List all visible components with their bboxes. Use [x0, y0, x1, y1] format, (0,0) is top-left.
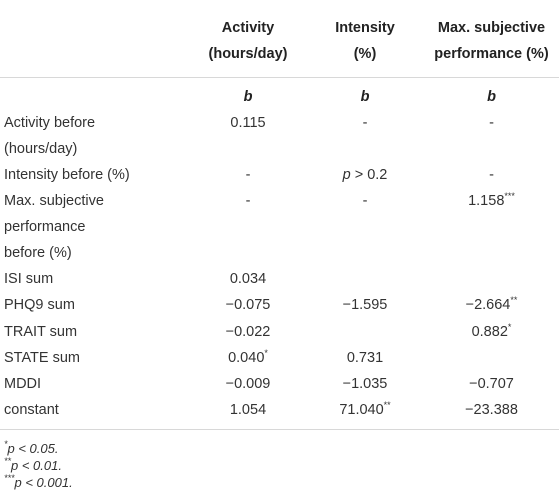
cell-intensity: −1.035 — [342, 375, 388, 392]
cell-activity: −0.009 — [225, 375, 271, 392]
row-label: ISI sum — [4, 271, 54, 288]
table-row: MDDI −0.009 −1.035 −0.707 — [0, 371, 559, 397]
significance-marker: ** — [383, 400, 391, 411]
header-intensity-line2: (%) — [353, 46, 377, 62]
header-max-performance-line2: performance (%) — [434, 46, 549, 62]
cell-performance — [424, 266, 559, 292]
header-intensity-line1: Intensity — [335, 20, 395, 36]
row-label: STATE sum — [4, 349, 80, 366]
header-max-performance: Max. subjective performance (%) — [424, 0, 559, 78]
p-threshold: > 0.2 — [350, 167, 388, 183]
table-row: PHQ9 sum −0.075 −1.595 −2.664** — [0, 292, 559, 318]
row-label: Activity before (hours/day) — [0, 110, 190, 162]
header-activity-line1: Activity — [221, 20, 275, 36]
header-intensity: Intensity (%) — [306, 0, 424, 78]
cell-performance: 1.158*** — [424, 188, 559, 266]
cell-intensity: - — [362, 115, 368, 131]
footnote-text: p < 0.001. — [14, 475, 73, 491]
cell-activity: 0.034 — [229, 271, 267, 288]
header-activity: Activity (hours/day) — [190, 0, 306, 78]
row-label-line: Activity before — [4, 115, 96, 131]
cell-performance: −23.388 — [424, 397, 559, 431]
cell-activity: −0.022 — [225, 323, 271, 340]
footnote-marker: * — [4, 439, 8, 450]
cell-value: 0.882 — [471, 323, 508, 340]
cell-performance: - — [489, 167, 494, 183]
row-label: Max. subjective performance before (%) — [0, 188, 190, 266]
row-label-line: Max. subjective — [4, 193, 104, 210]
cell-intensity — [306, 266, 424, 292]
cell-intensity: p > 0.2 — [306, 162, 424, 188]
table-row: TRAIT sum −0.022 0.882* — [0, 319, 559, 345]
table-footnotes: *p < 0.05. **p < 0.01. ***p < 0.001. — [0, 440, 559, 491]
cell-performance: - — [489, 115, 494, 131]
row-label: Intensity before (%) — [4, 167, 130, 183]
cell-performance: −0.707 — [469, 375, 514, 392]
coef-label-activity: b — [243, 89, 253, 105]
row-label: MDDI — [4, 375, 42, 392]
significance-marker: * — [264, 347, 268, 358]
cell-value: −2.664 — [465, 297, 511, 314]
footnote: *p < 0.05. — [4, 440, 559, 457]
coef-empty — [0, 78, 190, 111]
cell-value: 71.040 — [339, 402, 384, 419]
header-empty — [0, 0, 190, 78]
cell-intensity: −1.595 — [342, 297, 388, 314]
coefficient-row: b b b — [0, 78, 559, 111]
row-label: PHQ9 sum — [4, 297, 75, 314]
footnote-text: p < 0.01. — [11, 458, 62, 474]
table-row: constant 1.054 71.040** −23.388 — [0, 397, 559, 431]
table-row: Activity before (hours/day) 0.115 - - — [0, 110, 559, 162]
regression-table: Activity (hours/day) Intensity (%) Max. … — [0, 0, 559, 431]
footnote-text: p < 0.05. — [7, 441, 59, 457]
cell-intensity — [306, 319, 424, 345]
significance-marker: * — [507, 321, 512, 332]
cell-activity: −0.075 — [225, 297, 271, 314]
cell-activity: - — [245, 167, 251, 183]
row-label-line: performance — [4, 219, 86, 236]
footnote-marker: *** — [4, 473, 15, 484]
cell-value: 0.040 — [228, 349, 265, 366]
cell-intensity: 71.040** — [306, 397, 424, 431]
cell-performance: 0.882* — [424, 319, 559, 345]
cell-performance — [424, 345, 559, 371]
table-row: ISI sum 0.034 — [0, 266, 559, 292]
cell-activity: - — [245, 193, 251, 210]
row-label-line: before (%) — [4, 245, 72, 262]
header-activity-line2: (hours/day) — [208, 46, 288, 62]
row-label-line: (hours/day) — [4, 141, 78, 157]
table-row: STATE sum 0.040* 0.731 — [0, 345, 559, 371]
cell-intensity: 0.731 — [346, 349, 384, 366]
coef-label-intensity: b — [360, 89, 370, 105]
cell-activity: 0.040* — [190, 345, 306, 371]
p-symbol: p — [342, 167, 351, 183]
cell-activity: 0.115 — [230, 115, 266, 131]
coef-label-performance: b — [487, 89, 496, 105]
footnote-marker: ** — [4, 456, 12, 467]
header-max-performance-line1: Max. subjective — [437, 20, 546, 36]
header-row: Activity (hours/day) Intensity (%) Max. … — [0, 0, 559, 78]
cell-value: 1.158 — [468, 193, 505, 210]
row-label: TRAIT sum — [4, 323, 78, 340]
significance-marker: ** — [510, 295, 518, 306]
cell-intensity: - — [362, 193, 368, 210]
table-row: Max. subjective performance before (%) -… — [0, 188, 559, 266]
row-label: constant — [0, 397, 190, 431]
significance-marker: *** — [504, 191, 515, 202]
cell-performance: −2.664** — [424, 292, 559, 318]
footnote: ***p < 0.001. — [4, 474, 559, 491]
cell-activity: 1.054 — [190, 397, 306, 431]
footnote: **p < 0.01. — [4, 457, 559, 474]
table-row: Intensity before (%) - p > 0.2 - — [0, 162, 559, 188]
regression-table-container: Activity (hours/day) Intensity (%) Max. … — [0, 0, 559, 491]
